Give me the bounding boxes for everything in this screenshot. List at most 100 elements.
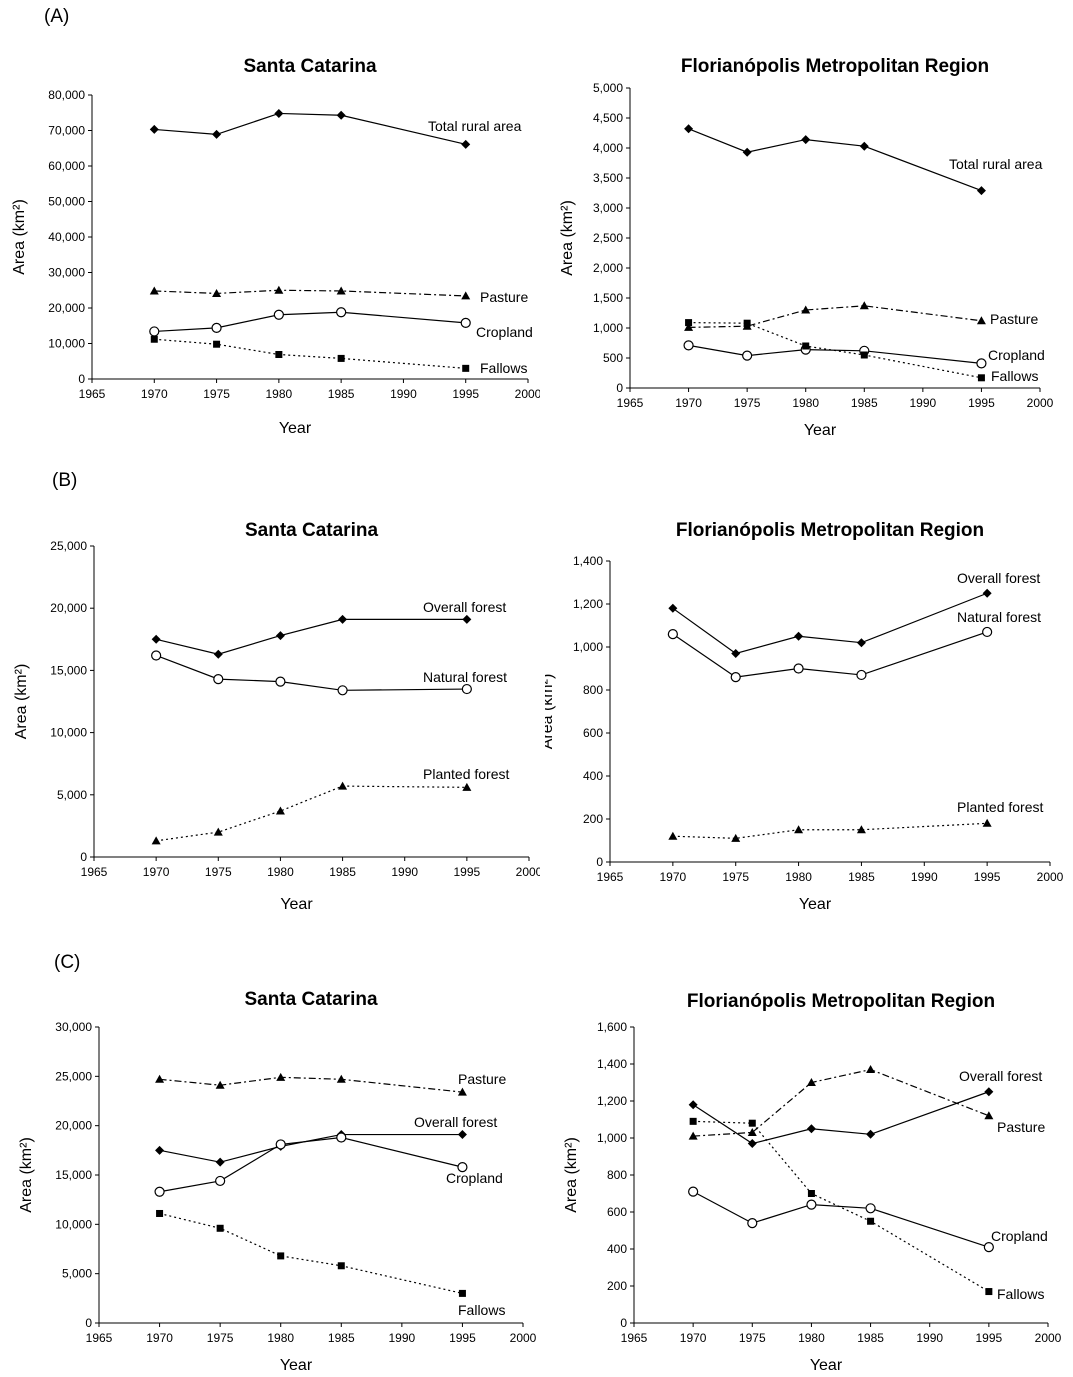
- y-tick-label: 3,500: [593, 171, 623, 185]
- data-point: [977, 374, 985, 382]
- x-tick-label: 1985: [328, 387, 355, 401]
- data-point: [856, 825, 866, 834]
- x-tick-label: 1965: [617, 396, 644, 410]
- series-line: [154, 311, 466, 333]
- y-tick-label: 60,000: [48, 159, 85, 173]
- data-point: [275, 351, 283, 359]
- y-tick-label: 1,000: [593, 321, 623, 335]
- x-tick-label: 1980: [792, 396, 819, 410]
- x-tick-label: 1970: [146, 1331, 173, 1345]
- data-point: [976, 316, 986, 325]
- data-point: [976, 358, 987, 369]
- x-tick-label: 1995: [968, 396, 995, 410]
- data-point: [984, 1087, 994, 1097]
- data-point: [688, 1131, 698, 1140]
- x-tick-label: 2000: [510, 1331, 537, 1345]
- x-tick-label: 1990: [389, 1331, 416, 1345]
- y-tick-label: 25,000: [55, 1069, 92, 1083]
- series-fallows: Fallows: [689, 1117, 1044, 1302]
- data-point: [668, 603, 678, 613]
- data-point: [150, 335, 158, 343]
- y-tick-label: 3,000: [593, 201, 623, 215]
- series-pasture: Pasture: [149, 285, 528, 305]
- series-label: Pasture: [990, 311, 1038, 327]
- y-tick-label: 1,000: [573, 640, 603, 654]
- data-point: [742, 350, 753, 361]
- data-point: [462, 364, 470, 372]
- series-line: [688, 322, 982, 379]
- y-axis-label: Area (km²): [559, 200, 576, 276]
- series-planted-forest: Planted forest: [151, 766, 509, 845]
- data-point: [866, 1065, 876, 1074]
- y-tick-label: 0: [616, 381, 623, 395]
- data-point: [275, 1139, 286, 1150]
- series-natural-forest: Natural forest: [667, 609, 1041, 683]
- x-axis-label: Year: [280, 896, 313, 913]
- data-point: [457, 1130, 467, 1140]
- series-label: Planted forest: [957, 799, 1043, 815]
- y-tick-label: 25,000: [50, 539, 87, 553]
- series-fallows: Fallows: [156, 1209, 505, 1318]
- y-tick-label: 30,000: [48, 266, 85, 280]
- chart-svg: Santa Catarina 0 5,000 10,000 15,000 20,000 25…: [18, 989, 537, 1374]
- chart-santa-catarina-c: Santa Catarina 0 5,000 10,000 15,000 20,000 25…: [0, 985, 540, 1377]
- data-point: [667, 628, 678, 640]
- data-point: [460, 317, 471, 329]
- data-point: [976, 186, 986, 196]
- y-tick-label: 4,500: [593, 111, 623, 125]
- y-axis-label: Area (km²): [13, 664, 30, 740]
- series-label: Pasture: [997, 1119, 1045, 1135]
- series-label: Total rural area: [949, 156, 1043, 172]
- y-tick-label: 500: [603, 351, 623, 365]
- data-point: [155, 1074, 165, 1083]
- x-tick-label: 1965: [621, 1331, 648, 1345]
- data-point: [274, 285, 284, 294]
- x-tick-label: 1965: [79, 387, 106, 401]
- series-line: [688, 305, 982, 328]
- x-tick-label: 1995: [974, 870, 1001, 884]
- y-tick-label: 0: [620, 1316, 627, 1330]
- series-label: Cropland: [991, 1228, 1048, 1244]
- data-point: [688, 1186, 699, 1197]
- data-point: [274, 108, 284, 118]
- series-overall-forest: Overall forest: [151, 599, 506, 659]
- x-tick-label: 1970: [143, 865, 170, 879]
- series-label: Overall forest: [414, 1114, 497, 1130]
- chart-florianopolis-c: Florianópolis Metropolitan Region 0 200 400…: [545, 985, 1073, 1377]
- data-point: [151, 650, 162, 661]
- data-point: [213, 340, 221, 348]
- y-tick-label: 1,000: [597, 1131, 627, 1145]
- x-tick-label: 1995: [976, 1331, 1003, 1345]
- chart-svg: Florianópolis Metropolitan Region 0 200 400…: [545, 520, 1064, 913]
- data-point: [859, 141, 869, 151]
- data-point: [275, 676, 286, 687]
- chart-santa-catarina-b: Santa Catarina 0 5,000 10,000 15,000 20,000 25…: [0, 512, 540, 922]
- x-tick-label: 1985: [329, 865, 356, 879]
- x-tick-label: 1975: [203, 387, 230, 401]
- y-tick-label: 15,000: [55, 1168, 92, 1182]
- data-point: [461, 683, 472, 695]
- panel-label-b: (B): [52, 470, 78, 491]
- data-point: [983, 1242, 994, 1253]
- series-line: [672, 822, 988, 839]
- data-point: [856, 638, 866, 648]
- y-tick-label: 20,000: [50, 601, 87, 615]
- x-tick-label: 1970: [675, 396, 702, 410]
- data-point: [856, 669, 867, 681]
- series-fallows: Fallows: [150, 335, 527, 376]
- x-tick-label: 1980: [266, 387, 293, 401]
- y-tick-label: 1,400: [573, 554, 603, 568]
- data-point: [154, 1186, 165, 1197]
- series-line: [154, 338, 466, 369]
- y-tick-label: 50,000: [48, 195, 85, 209]
- series-line: [159, 1076, 463, 1093]
- data-point: [801, 305, 811, 314]
- x-tick-label: 1970: [680, 1331, 707, 1345]
- data-point: [337, 685, 348, 696]
- data-point: [742, 147, 752, 157]
- panel-label-c: (C): [54, 952, 81, 973]
- chart-title: Santa Catarina: [245, 520, 378, 541]
- data-point: [794, 631, 804, 641]
- series-line: [688, 344, 982, 364]
- data-point: [216, 1224, 224, 1232]
